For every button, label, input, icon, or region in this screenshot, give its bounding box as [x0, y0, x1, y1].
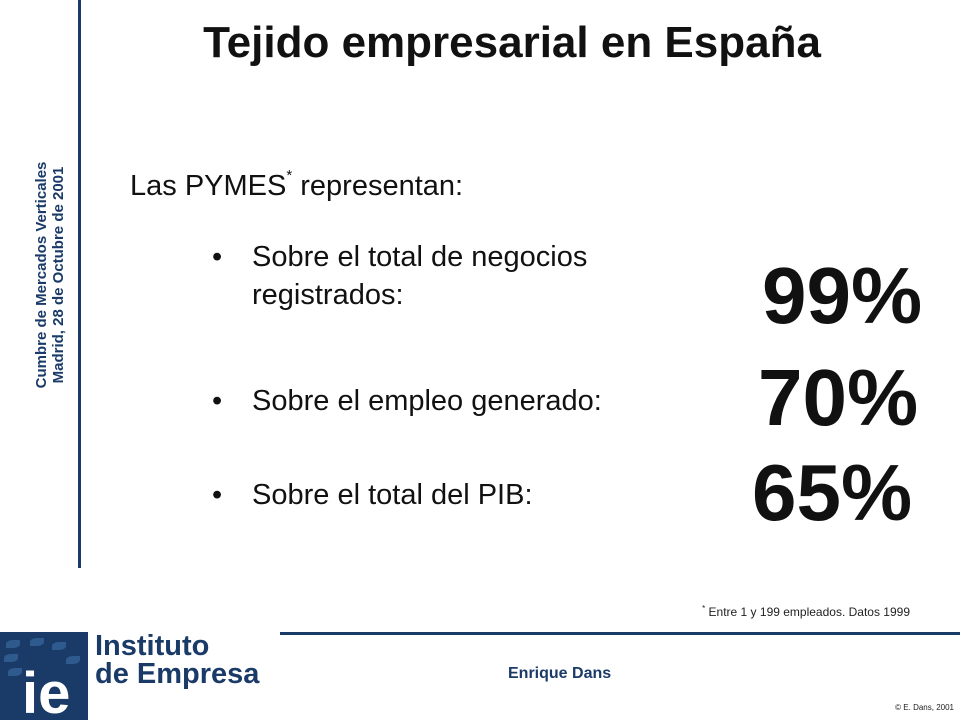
laurel-leaf-icon — [52, 642, 66, 650]
bullet-text: Sobre el total de negocios registrados: — [252, 241, 588, 311]
intro-asterisk: * — [286, 167, 293, 185]
bullet-dot: • — [212, 385, 223, 417]
intro-text: Las PYMES* representan: — [130, 167, 464, 203]
bullet-text: Sobre el empleo generado: — [252, 385, 602, 417]
author-name: Enrique Dans — [508, 665, 612, 682]
value-gdp: 65% — [752, 448, 913, 537]
bullet-text: Sobre el total del PIB: — [252, 479, 533, 511]
slide-title: Tejido empresarial en España — [203, 18, 821, 67]
laurel-leaf-icon — [4, 654, 18, 662]
footnote-asterisk: * — [702, 604, 706, 613]
conference-sidebar: Cumbre de Mercados Verticales Madrid, 28… — [0, 0, 90, 560]
conference-date: Madrid, 28 de Octubre de 2001 — [50, 166, 67, 384]
ie-logo-letters: ie — [22, 661, 71, 726]
laurel-leaf-icon — [6, 640, 20, 648]
value-employment: 70% — [758, 353, 919, 442]
institution-name: Instituto de Empresa — [95, 630, 260, 690]
institution-line2: de Empresa — [95, 658, 260, 690]
value-businesses: 99% — [762, 251, 923, 340]
footnote-text: Entre 1 y 199 empleados. Datos 1999 — [705, 605, 910, 619]
institution-line1: Instituto — [95, 630, 210, 662]
intro-prefix: Las PYMES — [130, 170, 287, 202]
laurel-leaf-icon — [66, 656, 80, 664]
conference-name: Cumbre de Mercados Verticales — [33, 161, 50, 389]
intro-suffix: representan: — [292, 170, 464, 202]
bullet-businesses: • Sobre el total de negocios registrados: — [212, 238, 702, 314]
copyright: © E. Dans, 2001 — [895, 703, 954, 712]
footer-divider — [280, 632, 960, 635]
bullet-dot: • — [212, 479, 223, 511]
bullet-employment: • Sobre el empleo generado: — [212, 382, 602, 420]
ie-logo-mark — [0, 632, 88, 720]
bullet-dot: • — [212, 241, 223, 273]
conference-caption: Cumbre de Mercados Verticales Madrid, 28… — [33, 162, 67, 389]
footnote: * Entre 1 y 199 empleados. Datos 1999 — [702, 604, 910, 619]
laurel-leaf-icon — [8, 668, 22, 676]
bullet-gdp: • Sobre el total del PIB: — [212, 476, 533, 514]
vertical-divider — [78, 0, 81, 568]
laurel-leaf-icon — [30, 638, 44, 646]
